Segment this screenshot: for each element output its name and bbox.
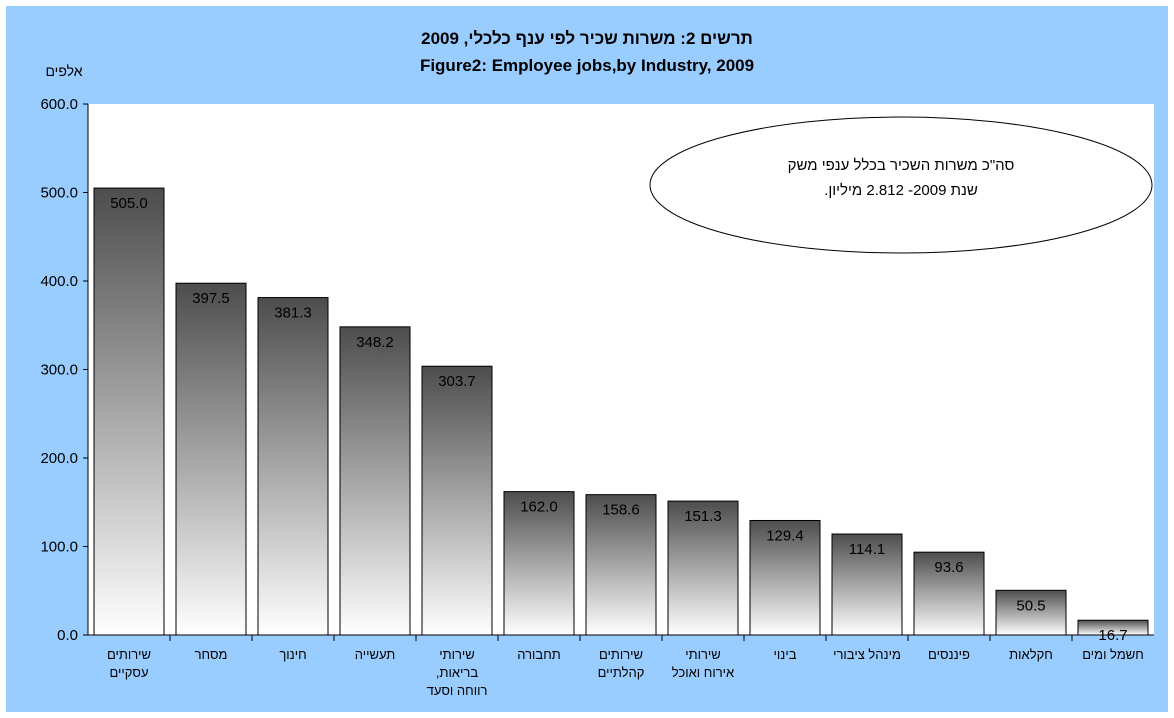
data-label: 151.3: [684, 508, 722, 525]
y-tick-label: 0.0: [57, 627, 78, 644]
annotation-line-1: סה"כ משרות השכיר בכלל ענפי משק: [788, 157, 1015, 174]
bar: [585, 494, 657, 636]
x-tick-label: חקלאות: [1009, 647, 1053, 662]
data-label: 129.4: [766, 527, 804, 544]
data-label: 162.0: [520, 499, 558, 516]
bar: [995, 589, 1067, 636]
bar: [503, 491, 575, 636]
annotation-ellipse: [649, 116, 1153, 254]
y-tick-label: 600.0: [40, 96, 78, 113]
bar: [175, 282, 247, 636]
data-label: 114.1: [849, 541, 885, 558]
bar: [749, 519, 821, 636]
y-tick-label: 500.0: [40, 185, 78, 202]
x-axis-labels: שירותים עסקיים מסחר חינוך תעשייה שירותי בריאות…: [107, 635, 1144, 698]
data-label: 50.5: [1016, 597, 1045, 614]
data-label: 16.7: [1098, 627, 1127, 644]
x-tick-label: שירותי אירוח ואוכל: [672, 647, 734, 680]
chart-frame: תרשים 2: משרות שכיר לפי ענף כלכלי, 2009 …: [6, 6, 1168, 712]
bar: [93, 187, 165, 636]
data-label: 348.2: [356, 334, 394, 351]
y-axis-ticks: 600.0 500.0 400.0 300.0 200.0 100.0 0.0: [40, 96, 88, 644]
x-tick-label: שירותים קהלתיים: [598, 647, 645, 680]
x-tick-label: תחבורה: [517, 647, 561, 662]
y-tick-label: 300.0: [40, 362, 78, 379]
chart-subtitle: Figure2: Employee jobs,by Industry, 2009: [420, 56, 754, 75]
x-tick-label: חינוך: [279, 647, 306, 662]
x-tick-label: חשמל ומים: [1082, 647, 1144, 662]
bar: [339, 326, 411, 636]
chart-title: תרשים 2: משרות שכיר לפי ענף כלכלי, 2009: [421, 29, 753, 48]
x-tick-label: פיננסים: [928, 647, 970, 662]
y-axis-unit-label: אלפים: [45, 63, 82, 79]
value-labels: 505.0 397.5 381.3 348.2 303.7 162.0 158.6 151.3…: [110, 195, 1127, 644]
total-annotation: סה"כ משרות השכיר בכלל ענפי משק שנת 2009-…: [649, 116, 1153, 254]
bar: [913, 551, 985, 636]
data-label: 381.3: [274, 305, 312, 322]
x-tick-label: שירותי בריאות, רווחה וסעד: [427, 647, 488, 698]
annotation-line-2: שנת 2009- 2.812 מיליון.: [824, 182, 978, 199]
x-tick-label: מינהל ציבורי: [833, 647, 901, 662]
bar: [667, 500, 739, 636]
bar-chart: תרשים 2: משרות שכיר לפי ענף כלכלי, 2009 …: [40, 29, 1154, 698]
x-tick-label: בינוי: [774, 647, 797, 662]
y-tick-label: 400.0: [40, 273, 78, 290]
data-label: 397.5: [192, 290, 230, 307]
x-tick-label: מסחר: [195, 647, 228, 662]
data-label: 93.6: [934, 559, 963, 576]
data-label: 505.0: [110, 195, 148, 212]
data-label: 158.6: [602, 502, 640, 519]
x-tick-label: תעשייה: [355, 647, 396, 662]
x-tick-label: שירותים עסקיים: [107, 647, 151, 680]
bar: [421, 365, 493, 636]
y-tick-label: 100.0: [40, 539, 78, 556]
data-label: 303.7: [438, 373, 476, 390]
y-tick-label: 200.0: [40, 450, 78, 467]
bar: [831, 533, 903, 636]
bar: [257, 297, 329, 636]
